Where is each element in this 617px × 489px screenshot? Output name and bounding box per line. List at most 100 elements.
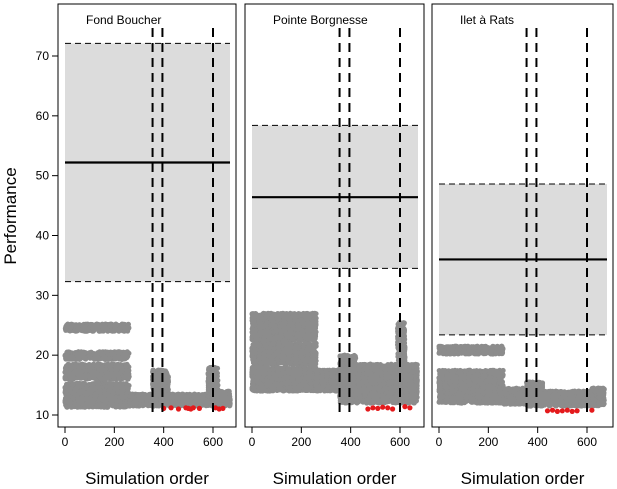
point bbox=[117, 389, 123, 395]
point bbox=[113, 385, 119, 391]
point bbox=[75, 401, 81, 407]
point bbox=[111, 374, 117, 380]
point bbox=[97, 388, 103, 394]
point bbox=[90, 374, 97, 380]
highlight-point bbox=[175, 406, 182, 412]
point bbox=[113, 367, 119, 373]
point bbox=[63, 326, 69, 332]
point bbox=[114, 362, 120, 369]
point bbox=[203, 402, 209, 408]
y-tick-label-40: 40 bbox=[36, 229, 50, 243]
y-axis-label: Performance bbox=[1, 167, 20, 264]
point bbox=[123, 363, 129, 369]
y-tick-label-50: 50 bbox=[36, 169, 50, 183]
point bbox=[124, 368, 130, 374]
x-tick-label-200: 200 bbox=[104, 435, 124, 449]
point bbox=[226, 391, 232, 397]
point bbox=[106, 387, 112, 393]
point bbox=[122, 350, 128, 356]
point bbox=[263, 322, 269, 328]
point bbox=[185, 398, 191, 405]
point bbox=[69, 323, 75, 330]
x-axis-label: Simulation order bbox=[85, 469, 209, 488]
point bbox=[92, 395, 98, 401]
points bbox=[249, 310, 420, 406]
point bbox=[87, 353, 93, 359]
point bbox=[285, 314, 291, 320]
point bbox=[313, 315, 319, 321]
point bbox=[125, 324, 131, 330]
point bbox=[116, 349, 122, 355]
x-tick-label-600: 600 bbox=[203, 435, 223, 449]
x-tick-label-400: 400 bbox=[154, 435, 174, 449]
point bbox=[300, 312, 306, 318]
point bbox=[116, 375, 122, 381]
point bbox=[85, 326, 91, 332]
point bbox=[80, 389, 86, 395]
point bbox=[299, 330, 305, 336]
point bbox=[103, 370, 109, 376]
point bbox=[271, 329, 277, 335]
point bbox=[292, 317, 298, 323]
point bbox=[219, 394, 225, 400]
point bbox=[252, 331, 258, 337]
point bbox=[107, 321, 113, 327]
point bbox=[174, 393, 180, 399]
point bbox=[253, 312, 259, 318]
point bbox=[207, 382, 213, 389]
point bbox=[120, 323, 126, 329]
point bbox=[110, 396, 116, 402]
point bbox=[294, 332, 300, 338]
point bbox=[85, 400, 91, 406]
point bbox=[261, 335, 267, 341]
point bbox=[70, 375, 77, 381]
point bbox=[108, 367, 114, 373]
point bbox=[78, 382, 84, 388]
points bbox=[62, 321, 233, 410]
y-tick-label-60: 60 bbox=[36, 109, 50, 123]
point bbox=[102, 325, 108, 331]
point bbox=[115, 398, 122, 404]
point bbox=[256, 323, 262, 330]
point bbox=[266, 334, 272, 340]
point bbox=[281, 321, 287, 327]
point bbox=[68, 400, 74, 406]
point bbox=[179, 400, 185, 406]
point bbox=[287, 320, 294, 326]
highlight-point bbox=[190, 405, 196, 411]
highlight-points bbox=[161, 405, 226, 412]
point bbox=[269, 313, 275, 319]
y-tick-label-20: 20 bbox=[36, 348, 50, 362]
point bbox=[122, 373, 128, 379]
point bbox=[250, 327, 256, 333]
point bbox=[302, 335, 309, 341]
point bbox=[107, 401, 113, 407]
point bbox=[94, 363, 100, 369]
highlight-point bbox=[220, 405, 226, 411]
point bbox=[127, 402, 133, 409]
point bbox=[193, 395, 200, 401]
panel-title: Fond Boucher bbox=[86, 13, 161, 27]
point bbox=[116, 356, 123, 362]
point bbox=[305, 327, 311, 333]
point bbox=[102, 375, 108, 381]
point bbox=[98, 368, 104, 374]
point bbox=[201, 397, 207, 403]
point bbox=[78, 364, 85, 370]
point bbox=[83, 356, 89, 362]
point bbox=[251, 318, 257, 325]
point bbox=[81, 350, 87, 356]
point bbox=[97, 395, 103, 401]
point bbox=[311, 321, 317, 327]
point bbox=[258, 315, 265, 321]
point bbox=[164, 396, 170, 402]
point bbox=[301, 321, 307, 327]
point bbox=[155, 390, 161, 396]
point bbox=[108, 381, 114, 387]
point bbox=[89, 322, 96, 328]
point bbox=[135, 392, 141, 398]
